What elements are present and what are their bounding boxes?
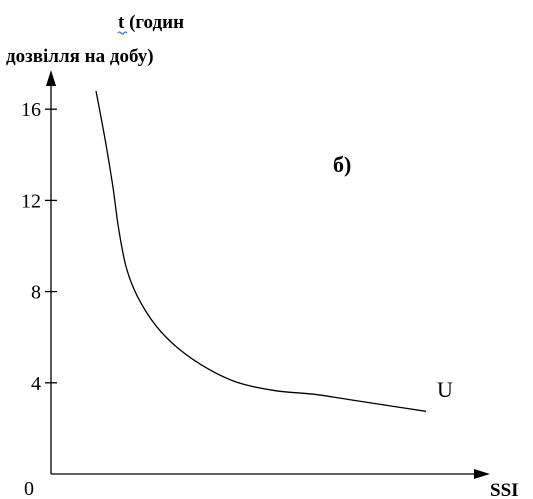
y-axis-arrow-icon <box>46 70 56 86</box>
series-label-u: U <box>437 377 453 402</box>
y-tick-label: 12 <box>21 190 41 212</box>
y-tick-label: 4 <box>31 373 41 395</box>
y-axis-title-line2: дозвілля на добу) <box>6 46 154 67</box>
y-tick-label: 16 <box>21 99 41 121</box>
origin-label: 0 <box>24 478 34 499</box>
series-line-u <box>95 90 427 412</box>
axes <box>46 70 490 479</box>
x-axis-arrow-icon <box>474 469 490 479</box>
y-axis-title-line1: t (годин <box>118 12 184 33</box>
y-tick-label: 8 <box>31 282 41 304</box>
spellcheck-underline-icon <box>117 31 128 35</box>
x-axis-title: SSI <box>490 480 519 499</box>
panel-label: б) <box>333 152 351 177</box>
y-ticks: 4 8 12 16 <box>21 99 57 395</box>
